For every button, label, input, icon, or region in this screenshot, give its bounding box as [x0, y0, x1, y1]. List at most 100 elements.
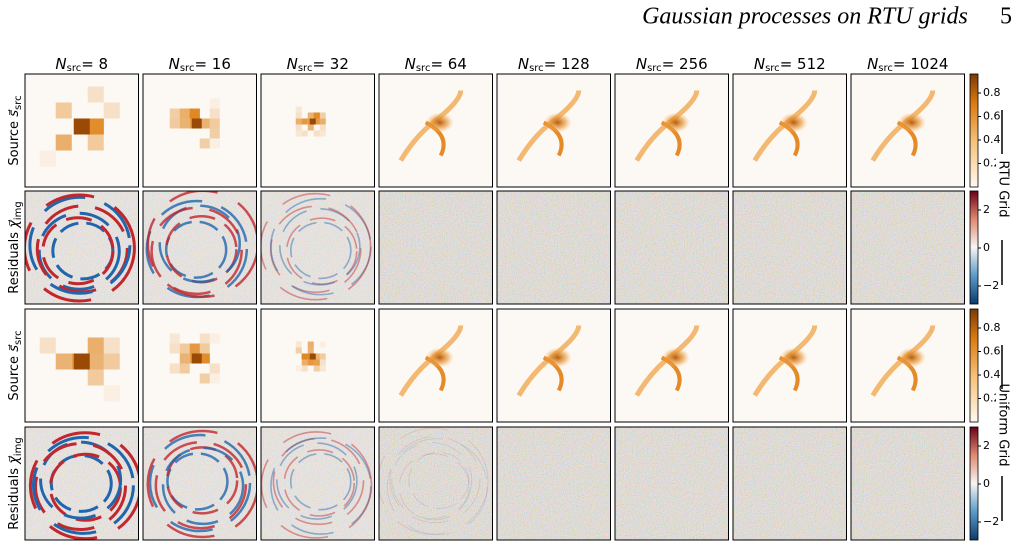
pixel — [295, 130, 302, 137]
ring — [25, 193, 136, 303]
panel-image — [25, 309, 139, 422]
panel-image — [497, 191, 611, 304]
panel-image — [379, 427, 493, 540]
panel — [850, 73, 965, 188]
noise — [851, 427, 965, 540]
panel — [142, 190, 257, 305]
subscript: src — [13, 330, 24, 345]
subscript: src — [67, 63, 82, 74]
panel-image — [143, 74, 257, 187]
pixel — [319, 130, 326, 137]
panel-frame — [260, 73, 375, 188]
panel — [260, 190, 375, 305]
panel-image — [615, 309, 729, 422]
pixel — [179, 118, 190, 129]
pixel — [313, 365, 320, 372]
symbol: N — [518, 55, 529, 73]
colorbar-tick-label: 0.6 — [983, 110, 1001, 123]
pixel — [189, 343, 200, 354]
ring — [39, 440, 123, 520]
subscript: img — [13, 437, 24, 456]
panel-frame — [378, 190, 493, 305]
pixel — [191, 353, 202, 364]
pixel — [313, 112, 320, 119]
pixel — [295, 341, 302, 348]
pixel — [301, 130, 308, 137]
pixel — [169, 108, 180, 119]
panel-frame — [850, 308, 965, 423]
panel-frame — [24, 308, 139, 423]
pixel — [209, 333, 220, 344]
ring — [158, 204, 241, 284]
panel — [142, 426, 257, 541]
pixel — [73, 118, 90, 135]
pixel — [55, 134, 72, 151]
symbol: N — [169, 55, 180, 73]
colorbar — [969, 426, 979, 541]
panel — [496, 190, 611, 305]
core — [543, 347, 572, 368]
row-text: Residuals — [7, 464, 22, 530]
panel-frame — [496, 426, 611, 541]
pixel — [199, 138, 210, 149]
panel-image — [497, 74, 611, 187]
noise — [497, 427, 611, 540]
pixel — [309, 353, 316, 360]
colorbar — [969, 190, 979, 305]
group-label-bg — [996, 155, 1010, 223]
noise — [497, 191, 611, 304]
panel-frame — [614, 190, 729, 305]
pixel — [319, 112, 326, 119]
colorbar-tick-label: 0.8 — [983, 321, 1001, 334]
panel-image — [379, 74, 493, 187]
panel-frame — [614, 73, 729, 188]
panel-image — [25, 191, 139, 304]
noise — [261, 191, 375, 304]
panel — [496, 426, 611, 541]
pixel — [319, 124, 326, 131]
symbol: N — [55, 55, 66, 73]
pixel — [103, 353, 120, 370]
ring — [37, 211, 121, 291]
panel — [732, 190, 847, 305]
panel-frame — [732, 73, 847, 188]
pixel — [307, 347, 314, 354]
group-label: RTU Grid — [996, 161, 1011, 218]
page-number: 5 — [1000, 4, 1012, 30]
pixel — [313, 112, 320, 119]
panel-frame — [260, 308, 375, 423]
pixel — [319, 359, 326, 366]
colorbar — [969, 73, 979, 188]
symbol: N — [405, 55, 416, 73]
ring — [272, 437, 365, 526]
equals-value: = 16 — [194, 55, 230, 73]
pixel — [301, 365, 308, 372]
background — [261, 74, 375, 187]
core — [661, 347, 690, 368]
pixel — [295, 118, 302, 125]
pixel — [87, 86, 104, 103]
panel-frame — [142, 426, 257, 541]
panel-image — [851, 74, 965, 187]
panel — [260, 308, 375, 423]
panel — [732, 308, 847, 423]
column-label: Nsrc= 32 — [287, 55, 349, 75]
ring — [386, 438, 488, 536]
pixel — [295, 347, 302, 354]
pixel — [295, 341, 302, 348]
subscript: src — [180, 63, 195, 74]
group-label-bg — [996, 391, 1010, 459]
core — [543, 112, 572, 133]
pixel — [209, 138, 220, 149]
ring — [279, 208, 361, 286]
panel — [496, 73, 611, 188]
symbol: N — [636, 55, 647, 73]
panel — [614, 426, 729, 541]
colorbar-tick-label: 0 — [983, 241, 990, 254]
pixel — [199, 118, 210, 129]
panel-image — [615, 191, 729, 304]
colorbar-tick-label: −2 — [983, 515, 999, 528]
pixel — [87, 337, 104, 354]
pixel — [295, 124, 302, 131]
row-text: Source — [7, 117, 22, 166]
